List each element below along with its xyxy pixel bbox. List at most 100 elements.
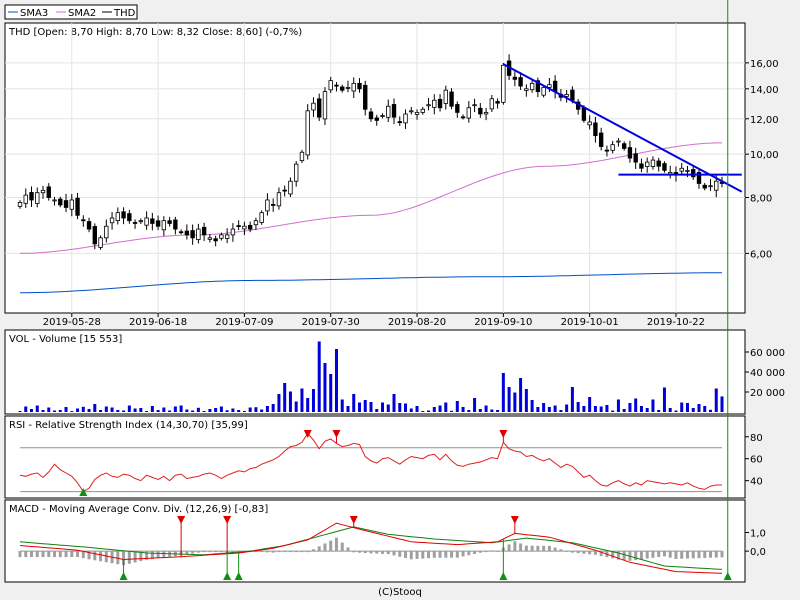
candle-body <box>627 147 633 159</box>
volume-bar <box>605 405 609 412</box>
volume-bar <box>116 410 120 412</box>
volume-bar <box>478 409 482 412</box>
macd-histogram-bar <box>490 550 494 552</box>
volume-bar <box>76 408 80 412</box>
candle-body <box>127 213 132 222</box>
candle <box>178 229 184 235</box>
macd-histogram-bar <box>484 551 488 553</box>
footer-credit: (C)Stooq <box>378 587 422 598</box>
candle-body <box>547 84 552 88</box>
macd-histogram-bar <box>334 537 338 552</box>
volume-bar <box>599 406 603 412</box>
candle-body <box>472 104 477 107</box>
macd-histogram-bar <box>668 551 672 558</box>
candle <box>501 63 506 105</box>
volume-bar <box>553 405 557 412</box>
volume-bar <box>300 388 304 412</box>
volume-bar <box>231 408 235 412</box>
candle-body <box>294 163 299 182</box>
macd-histogram-bar <box>582 551 586 554</box>
candle-body <box>213 238 218 242</box>
candle-body <box>529 82 535 91</box>
volume-bar <box>110 407 114 412</box>
candle <box>196 223 201 244</box>
candle <box>317 93 322 122</box>
candle <box>466 101 472 123</box>
candle-body <box>501 64 506 103</box>
macd-histogram-bar <box>622 551 626 561</box>
rsi-sell-marker <box>303 430 312 438</box>
volume-bar <box>185 409 189 412</box>
candle-body <box>645 161 650 167</box>
volume-bar <box>496 410 500 412</box>
price-tick-label: 12,00 <box>750 115 779 126</box>
candle-body <box>409 110 414 113</box>
candle-body <box>190 230 195 239</box>
volume-bar <box>254 407 258 412</box>
candle <box>17 200 23 209</box>
macd-histogram-bar <box>116 551 120 565</box>
volume-bar <box>323 363 327 412</box>
candle-body <box>437 98 443 109</box>
macd-histogram-bar <box>634 551 638 561</box>
macd-histogram-bar <box>576 551 580 554</box>
candle <box>529 79 535 93</box>
candle <box>69 193 74 217</box>
price-tick-label: 14,00 <box>750 85 779 96</box>
rsi-title: RSI - Relative Strength Index (14,30,70)… <box>9 420 248 431</box>
candle <box>363 80 368 116</box>
candle <box>63 193 69 213</box>
volume-bar <box>179 405 183 412</box>
volume-bar <box>611 410 615 412</box>
macd-histogram-bar <box>277 551 281 553</box>
volume-bar <box>81 406 85 412</box>
candle-body <box>656 160 661 167</box>
candle <box>184 224 190 240</box>
volume-bar <box>507 387 511 412</box>
volume-bar <box>357 402 361 412</box>
rsi-buy-marker <box>79 488 88 496</box>
candle-body <box>155 220 161 227</box>
volume-bar <box>329 374 333 412</box>
date-tick-label: 2019-10-01 <box>561 317 619 328</box>
macd-histogram-bar <box>35 551 39 558</box>
candle-body <box>253 220 259 226</box>
volume-bar <box>392 394 396 412</box>
volume-bar <box>214 408 218 412</box>
macd-histogram-bar <box>64 551 68 558</box>
macd-histogram-bar <box>524 545 528 552</box>
macd-histogram-bar <box>565 550 569 552</box>
candle-body <box>40 189 46 194</box>
candle <box>437 94 443 112</box>
volume-bar <box>271 404 275 412</box>
candle <box>541 85 546 98</box>
legend-label-sma2: SMA2 <box>68 8 96 19</box>
volume-bar <box>674 410 678 412</box>
candle <box>276 187 282 210</box>
candle-body <box>328 80 333 91</box>
price-layer: 16,00 14,00 12,00 10,00 8,00 6,00 <box>5 23 779 313</box>
candle-body <box>259 212 264 223</box>
candle <box>242 221 247 236</box>
candle <box>478 103 483 118</box>
candle <box>265 193 270 216</box>
volume-bar <box>225 410 229 412</box>
macd-histogram-bar <box>265 551 269 553</box>
volume-bar <box>570 387 574 412</box>
candle-body <box>196 228 201 241</box>
macd-buy-marker <box>223 572 232 580</box>
candle-body <box>455 104 460 113</box>
macd-histogram-bar <box>214 551 218 553</box>
volume-bar <box>41 410 45 412</box>
candle-body <box>282 189 287 192</box>
volume-bar <box>490 409 494 412</box>
volume-bar <box>450 410 454 412</box>
candle <box>702 182 707 191</box>
macd-histogram-bar <box>139 551 143 562</box>
candle <box>414 109 420 120</box>
price-panel <box>4 22 746 314</box>
candle-body <box>98 237 103 248</box>
volume-bar <box>237 410 241 412</box>
candle-body <box>144 217 149 226</box>
candle-body <box>63 200 69 208</box>
